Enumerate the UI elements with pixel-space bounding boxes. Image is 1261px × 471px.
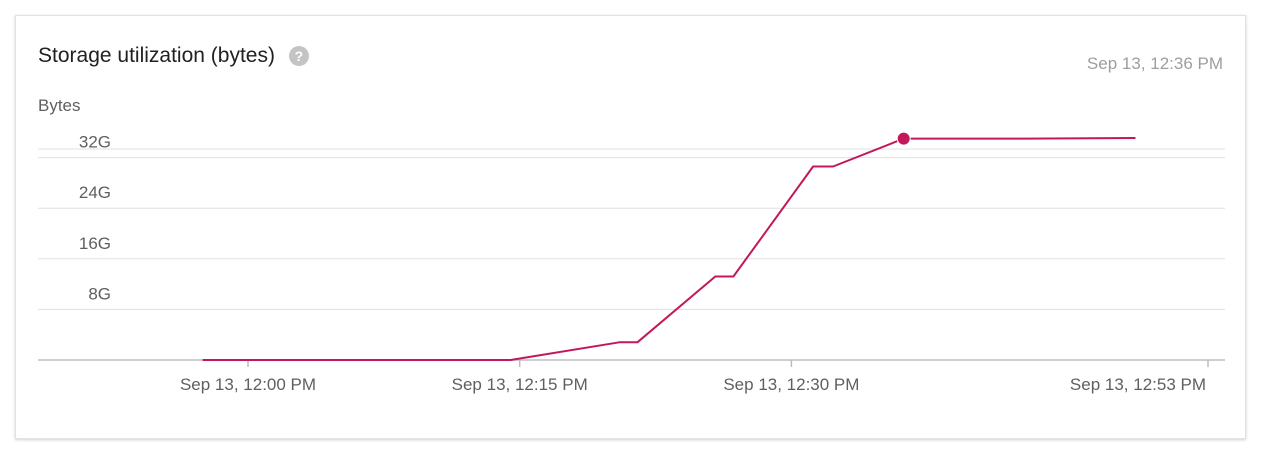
series-line-0 — [202, 137, 1136, 361]
y-tick-8G: 8G — [88, 284, 111, 303]
y-axis-label: Bytes — [38, 96, 81, 115]
x-tick-label-3: Sep 13, 12:53 PM — [1070, 375, 1206, 394]
x-tick-label-1: Sep 13, 12:15 PM — [452, 375, 588, 394]
y-tick-24G: 24G — [79, 183, 111, 202]
help-circle-icon[interactable]: ? — [288, 46, 309, 66]
y-tick-16G: 16G — [79, 234, 111, 253]
y-tick-labels: 8G 16G 24G 32G — [79, 133, 111, 304]
series-layer — [202, 131, 1136, 361]
x-tick-label-2: Sep 13, 12:30 PM — [723, 375, 859, 394]
highlight-point — [896, 131, 911, 146]
chart-title-row: Storage utilization (bytes) ? — [38, 44, 309, 68]
x-tick-label-0: Sep 13, 12:00 PM — [180, 375, 316, 394]
chart-title: Storage utilization (bytes) — [38, 44, 275, 67]
x-tick-labels: Sep 13, 12:00 PM Sep 13, 12:15 PM Sep 13, … — [180, 360, 1209, 394]
storage-utilization-card: Storage utilization (bytes) ? Sep 13, 12… — [15, 15, 1246, 439]
y-tick-32G: 32G — [79, 133, 111, 152]
hover-timestamp: Sep 13, 12:36 PM — [1086, 54, 1223, 73]
grid-lines — [38, 148, 1225, 361]
